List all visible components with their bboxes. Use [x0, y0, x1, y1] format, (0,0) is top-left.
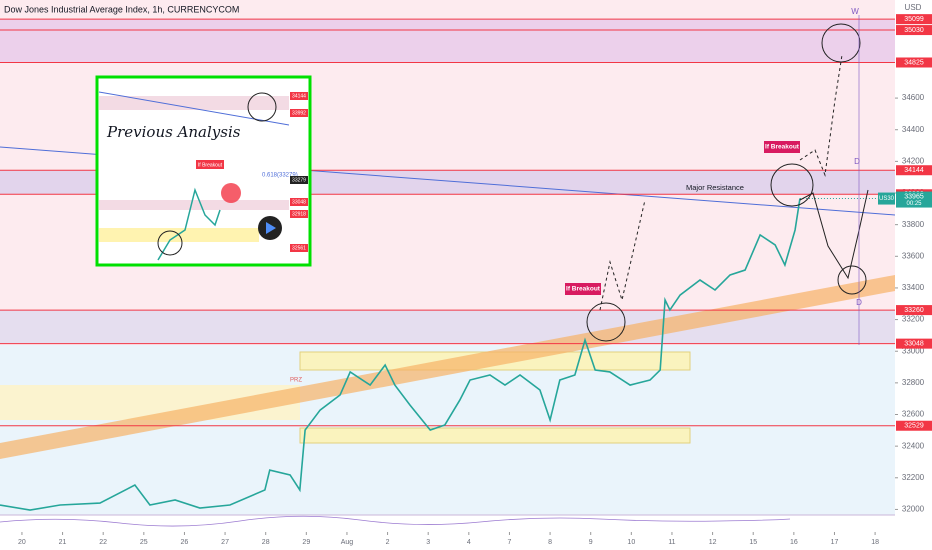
y-tick-label: 34200	[902, 156, 925, 165]
x-tick-label: 26	[181, 539, 189, 546]
level-tag	[896, 305, 932, 316]
level-label: 35099	[904, 16, 924, 23]
annotation: D	[854, 157, 860, 166]
level-label: 33048	[904, 340, 924, 347]
annotation: If Breakout	[566, 286, 601, 293]
x-tick-label: 8	[548, 539, 552, 546]
x-tick-label: 10	[627, 539, 635, 546]
level-tag	[896, 25, 932, 36]
level-label: 33260	[904, 307, 924, 314]
level-label: 35030	[904, 27, 924, 34]
inset-level: 34144	[292, 93, 306, 99]
inset: Previous Analysis If Breakout 0.618(3327…	[95, 75, 312, 267]
inset-level-tag	[290, 176, 308, 184]
x-tick-label: 7	[508, 539, 512, 546]
inset-level: 33279	[292, 177, 306, 183]
inset-breakout: If Breakout	[198, 162, 223, 168]
y-tick-label: 32600	[902, 410, 925, 419]
currency: USD	[905, 3, 922, 12]
last-price-label: 33965	[904, 193, 924, 200]
level-label: 34144	[904, 167, 924, 174]
annotation: W	[851, 7, 859, 16]
name-tag	[878, 192, 895, 205]
x-tick-label: 28	[262, 539, 270, 546]
time-axis	[0, 532, 895, 550]
x-tick-label: 27	[221, 539, 229, 546]
y-tick-label: 33400	[902, 283, 925, 292]
inset-level: 32918	[292, 211, 306, 217]
title: Dow Jones Industrial Average Index, 1h, …	[4, 4, 239, 14]
x-tick-label: 4	[467, 539, 471, 546]
annotation-tag	[565, 283, 601, 295]
x-tick-label: 20	[18, 539, 26, 546]
annotation: Major Resistance	[686, 183, 744, 192]
level-tag	[896, 57, 932, 68]
inset-level: 33992	[292, 110, 306, 116]
indicator	[0, 515, 791, 527]
series-name: US30	[879, 196, 895, 202]
prz-channel	[0, 268, 932, 459]
inset-fib: 0.618(33279)	[262, 173, 298, 179]
x-tick-label: 22	[99, 539, 107, 546]
annotation: PRZ	[290, 378, 302, 384]
y-tick-label: 33000	[902, 346, 925, 355]
inset-level-tag	[290, 210, 308, 218]
price-tag	[896, 191, 932, 208]
x-tick-label: Aug	[341, 539, 354, 546]
x-tick-label: 15	[749, 539, 757, 546]
annotation: If Breakout	[765, 144, 800, 151]
inset-title: Previous Analysis	[106, 123, 241, 141]
x-tick-label: 18	[871, 539, 879, 546]
x-tick-label: 2	[386, 539, 390, 546]
level-tag	[896, 14, 932, 25]
y-tick-label: 34400	[902, 125, 925, 134]
x-tick-label: 25	[140, 539, 148, 546]
price-axis	[895, 0, 932, 550]
level-label: 34825	[904, 59, 924, 66]
y-tick-label: 32200	[902, 473, 925, 482]
box	[299, 427, 691, 444]
price-line	[0, 198, 801, 511]
x-tick-label: 11	[668, 539, 675, 546]
inset-level: 32561	[292, 245, 306, 251]
y-tick-label: 32000	[902, 505, 925, 514]
zone	[0, 19, 895, 63]
countdown: 00:25	[906, 201, 922, 207]
y-tick-label: 33800	[902, 220, 925, 229]
inset-level-tag	[290, 198, 308, 206]
y-tick-label: 32800	[902, 378, 925, 387]
inset-level-tag	[290, 109, 308, 117]
y-tick-label: 34600	[902, 93, 925, 102]
x-tick-label: 12	[709, 539, 717, 546]
y-tick-label: 33600	[902, 251, 925, 260]
y-tick-label: 32400	[902, 441, 925, 450]
inset-level: 33048	[292, 199, 306, 205]
x-tick-label: 3	[426, 539, 430, 546]
level-tag	[896, 420, 932, 431]
annotation-tag	[764, 141, 800, 153]
x-tick-label: 17	[831, 539, 839, 546]
level-tag	[896, 165, 932, 176]
y-tick-label: 33200	[902, 315, 925, 324]
x-tick-label: 29	[302, 539, 310, 546]
level-label: 32529	[904, 423, 924, 430]
x-tick-label: 16	[790, 539, 798, 546]
level-tag	[896, 338, 932, 349]
inset-level-tag	[290, 92, 308, 100]
drawings	[586, 15, 869, 345]
x-tick-label: 21	[59, 539, 67, 546]
inset-level-tag	[290, 244, 308, 252]
x-tick-label: 9	[589, 539, 593, 546]
